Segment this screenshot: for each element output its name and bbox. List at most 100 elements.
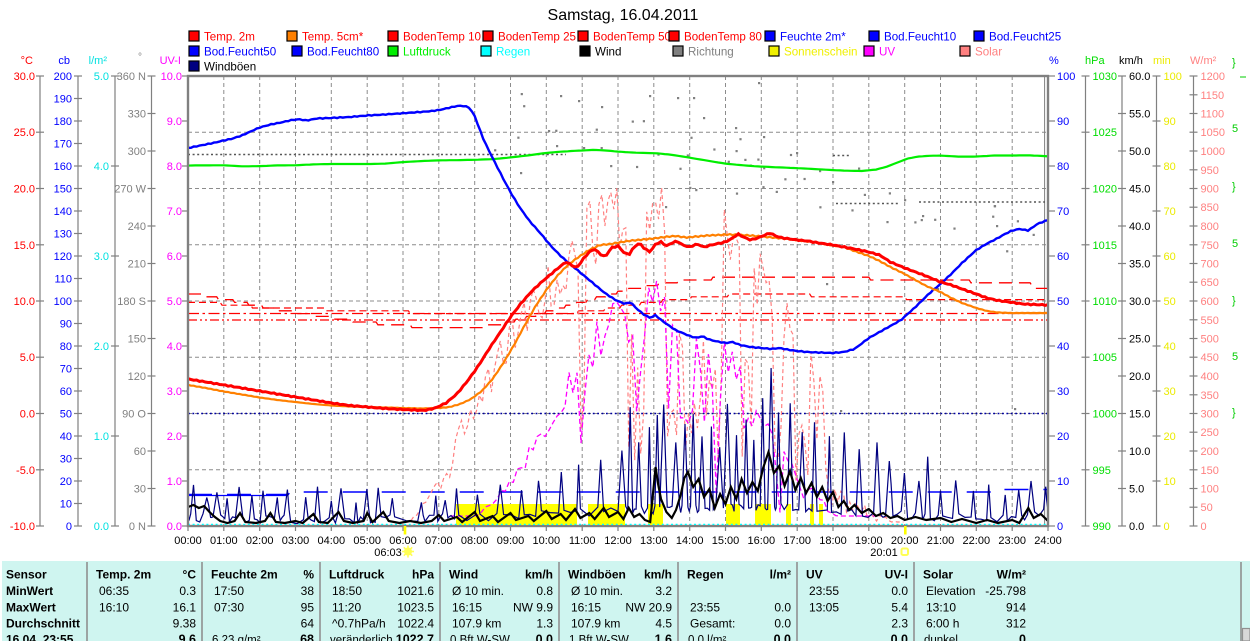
svg-text:15.0: 15.0 bbox=[14, 240, 35, 252]
svg-text:00:00: 00:00 bbox=[174, 535, 202, 547]
svg-text:170: 170 bbox=[54, 139, 72, 151]
svg-text:210: 210 bbox=[128, 259, 146, 271]
svg-text:60: 60 bbox=[1164, 251, 1176, 263]
svg-text:16.1: 16.1 bbox=[173, 601, 197, 615]
svg-text:UV: UV bbox=[879, 46, 895, 59]
svg-text:100: 100 bbox=[54, 296, 72, 308]
svg-text:60: 60 bbox=[1057, 251, 1069, 263]
svg-text:Ø 10 min.: Ø 10 min. bbox=[452, 584, 504, 598]
svg-text:10: 10 bbox=[1164, 476, 1176, 488]
svg-text:0.0: 0.0 bbox=[774, 601, 791, 615]
svg-text:19:00: 19:00 bbox=[855, 535, 883, 547]
svg-text:200: 200 bbox=[54, 71, 72, 83]
svg-text:15.0: 15.0 bbox=[1129, 409, 1150, 421]
svg-text:21:00: 21:00 bbox=[927, 535, 955, 547]
svg-text:650: 650 bbox=[1201, 277, 1219, 289]
svg-text:08:00: 08:00 bbox=[461, 535, 489, 547]
svg-text:Bod.Feucht80: Bod.Feucht80 bbox=[307, 46, 379, 59]
svg-text:1022.4: 1022.4 bbox=[397, 617, 434, 631]
svg-text:5.4: 5.4 bbox=[891, 601, 908, 615]
svg-text:Wind: Wind bbox=[595, 46, 621, 59]
svg-text:23:55: 23:55 bbox=[809, 584, 839, 598]
svg-text:NW 20.9: NW 20.9 bbox=[625, 601, 672, 615]
svg-text:0 N: 0 N bbox=[129, 521, 146, 533]
svg-text:10.0: 10.0 bbox=[161, 71, 182, 83]
svg-text:150: 150 bbox=[128, 334, 146, 346]
svg-text:hPa: hPa bbox=[1085, 55, 1105, 67]
svg-text:01:00: 01:00 bbox=[210, 535, 238, 547]
svg-text:2.0: 2.0 bbox=[94, 341, 109, 353]
svg-text:300: 300 bbox=[128, 146, 146, 158]
svg-text:800: 800 bbox=[1201, 221, 1219, 233]
svg-text:30.0: 30.0 bbox=[14, 71, 35, 83]
svg-text:%: % bbox=[303, 568, 314, 582]
svg-text:4.0: 4.0 bbox=[167, 341, 182, 353]
svg-text:07:30: 07:30 bbox=[214, 601, 244, 615]
svg-text:-10.0: -10.0 bbox=[10, 521, 35, 533]
svg-text:70: 70 bbox=[1057, 206, 1069, 218]
svg-text:1150: 1150 bbox=[1201, 90, 1225, 102]
svg-text:Temp. 2m: Temp. 2m bbox=[204, 31, 255, 44]
svg-text:Ø 10 min.: Ø 10 min. bbox=[571, 584, 623, 598]
svg-text:995: 995 bbox=[1093, 465, 1111, 477]
svg-text:80: 80 bbox=[1164, 161, 1176, 173]
svg-text:1020: 1020 bbox=[1093, 184, 1117, 196]
svg-text:W/m²: W/m² bbox=[1190, 55, 1217, 67]
svg-text:24:00: 24:00 bbox=[1034, 535, 1062, 547]
svg-text:BodenTemp 10: BodenTemp 10 bbox=[403, 31, 481, 44]
svg-text:Windböen: Windböen bbox=[204, 61, 256, 74]
svg-text:95: 95 bbox=[301, 601, 315, 615]
svg-text:Elevation: Elevation bbox=[926, 584, 975, 598]
svg-text:107.9 km: 107.9 km bbox=[452, 617, 501, 631]
svg-text:90: 90 bbox=[1164, 116, 1176, 128]
svg-text:450: 450 bbox=[1201, 352, 1219, 364]
svg-text:160: 160 bbox=[54, 161, 72, 173]
svg-text:0: 0 bbox=[1057, 521, 1063, 533]
svg-text:6:00 h: 6:00 h bbox=[926, 617, 959, 631]
svg-text:}: } bbox=[1232, 57, 1236, 69]
svg-text:13:05: 13:05 bbox=[809, 601, 839, 615]
svg-text:MaxWert: MaxWert bbox=[6, 601, 56, 615]
svg-text:180: 180 bbox=[54, 116, 72, 128]
svg-text:BodenTemp 50: BodenTemp 50 bbox=[593, 31, 671, 44]
svg-text:Temp. 2m: Temp. 2m bbox=[96, 568, 151, 582]
svg-text:312: 312 bbox=[1006, 617, 1026, 631]
svg-text:1025: 1025 bbox=[1093, 127, 1117, 139]
svg-text:500: 500 bbox=[1201, 334, 1219, 346]
svg-text:}: } bbox=[1232, 181, 1236, 193]
svg-text:20:01: 20:01 bbox=[870, 547, 898, 559]
svg-text:30: 30 bbox=[1164, 386, 1176, 398]
svg-text:Sonnenschein: Sonnenschein bbox=[784, 46, 858, 59]
svg-text:700: 700 bbox=[1201, 259, 1219, 271]
svg-text:180 S: 180 S bbox=[117, 296, 146, 308]
svg-text:64: 64 bbox=[301, 617, 315, 631]
svg-text:16:10: 16:10 bbox=[99, 601, 129, 615]
svg-text:MinWert: MinWert bbox=[6, 584, 53, 598]
svg-text:}: } bbox=[1232, 407, 1236, 419]
svg-text:Bod.Feucht10: Bod.Feucht10 bbox=[884, 31, 956, 44]
svg-text:03:00: 03:00 bbox=[282, 535, 310, 547]
svg-text:40: 40 bbox=[1057, 341, 1069, 353]
svg-text:11:20: 11:20 bbox=[332, 601, 361, 615]
svg-text:6.0: 6.0 bbox=[167, 251, 182, 263]
svg-text:15:00: 15:00 bbox=[712, 535, 740, 547]
svg-text:1.6: 1.6 bbox=[655, 633, 672, 641]
svg-text:Regen: Regen bbox=[496, 46, 530, 59]
svg-text:W/m²: W/m² bbox=[997, 568, 1026, 582]
svg-text:l/m²: l/m² bbox=[770, 568, 791, 582]
svg-text:1.0: 1.0 bbox=[94, 431, 109, 443]
svg-text:8.0: 8.0 bbox=[167, 161, 182, 173]
svg-text:1050: 1050 bbox=[1201, 127, 1225, 139]
svg-text:Solar: Solar bbox=[923, 568, 953, 582]
svg-text:km/h: km/h bbox=[525, 568, 553, 582]
svg-text:20:00: 20:00 bbox=[891, 535, 919, 547]
svg-text:20: 20 bbox=[1057, 431, 1069, 443]
svg-text:05:00: 05:00 bbox=[353, 535, 381, 547]
svg-text:10.0: 10.0 bbox=[1129, 446, 1150, 458]
svg-text:130: 130 bbox=[54, 229, 72, 241]
svg-text:25.0: 25.0 bbox=[1129, 334, 1150, 346]
svg-text:250: 250 bbox=[1201, 427, 1219, 439]
svg-text:0.0: 0.0 bbox=[167, 521, 182, 533]
svg-text:120: 120 bbox=[128, 371, 146, 383]
svg-text:107.9 km: 107.9 km bbox=[571, 617, 620, 631]
